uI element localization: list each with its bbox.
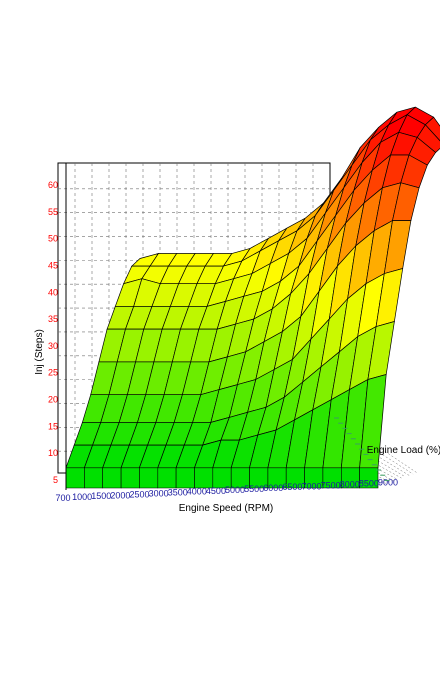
z-tick-label: 45 [48,260,58,270]
x-tick-label: 1000 [72,492,92,502]
z-tick-label: 5 [53,475,58,485]
x-tick-label: 5500 [244,484,264,494]
surface-front-skirt [157,467,177,489]
z-tick-label: 10 [48,448,58,458]
x-tick-label: 4500 [206,486,226,496]
z-tick-label: 20 [48,395,58,405]
x-tick-label: 2000 [110,490,130,500]
y-axis-title: Inj (Steps) [34,329,45,375]
x-axis-title: Engine Speed (RPM) [179,503,274,514]
x-tick-label: 3000 [149,489,169,499]
z-tick-label: 25 [48,368,58,378]
load-axis-ticks [334,417,390,481]
z-tick-label: 30 [48,341,58,351]
x-tick-label: 3500 [168,488,188,498]
surface-front-skirt [175,467,195,489]
surface-front-skirt [84,467,103,489]
z-tick-label: 55 [48,207,58,217]
x-tick-label: 700 [55,493,70,503]
x-tick-label: 7000 [302,481,322,491]
surface-front-skirt [359,467,379,489]
x-tick-label: 6500 [282,482,302,492]
z-tick-label: 50 [48,234,58,244]
x-tick-label: 6000 [263,483,283,493]
load-axis-title: Engine Load (%) [367,445,440,456]
surface-front-skirt [102,467,122,489]
z-tick-label: 15 [48,421,58,431]
z-tick-label: 60 [48,180,58,190]
x-tick-label: 7500 [321,480,341,490]
x-tick-label: 1500 [91,491,111,501]
x-tick-label: 8000 [340,480,360,490]
surface-front-skirt [139,467,159,489]
x-tick-label: 4000 [187,487,207,497]
x-tick-label: 8500 [359,479,379,489]
z-tick-label: 40 [48,287,58,297]
x-tick-label: 9000 [378,478,398,488]
x-tick-label: 2500 [129,489,149,499]
surface-front-skirt [120,467,140,489]
surface-front-skirt [65,467,85,489]
x-tick-label: 5000 [225,485,245,495]
z-tick-label: 35 [48,314,58,324]
surface-mesh [65,106,440,489]
